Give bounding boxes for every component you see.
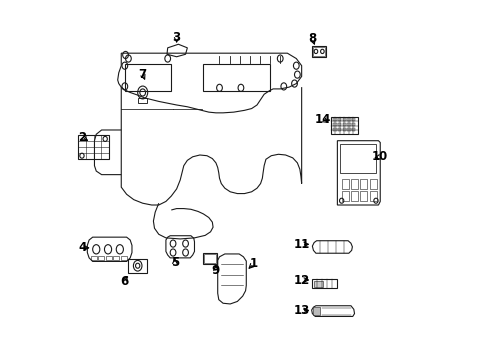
Bar	[98, 256, 104, 260]
Bar	[333, 123, 336, 126]
Text: 2: 2	[78, 131, 86, 144]
Text: 12: 12	[293, 274, 309, 287]
Bar	[313, 281, 322, 287]
Bar	[341, 192, 348, 202]
Bar	[128, 258, 147, 273]
Text: 13: 13	[293, 304, 309, 317]
Bar	[360, 179, 366, 189]
Bar	[350, 192, 357, 202]
Text: 8: 8	[307, 32, 316, 45]
Bar	[351, 123, 354, 126]
Text: 9: 9	[211, 264, 220, 276]
Bar	[91, 256, 97, 260]
Bar	[337, 128, 341, 131]
Bar	[113, 256, 119, 260]
Bar	[342, 123, 345, 126]
Bar	[351, 128, 354, 131]
Bar	[312, 279, 337, 288]
Bar	[121, 256, 126, 260]
Bar	[333, 118, 336, 121]
Bar	[78, 135, 108, 158]
Bar	[369, 179, 376, 189]
Bar	[340, 144, 375, 173]
Text: 6: 6	[121, 275, 129, 288]
Bar	[124, 64, 171, 91]
Bar	[341, 179, 348, 189]
Text: 3: 3	[172, 31, 181, 44]
Bar	[203, 64, 269, 91]
Bar	[333, 128, 336, 131]
Bar	[360, 192, 366, 202]
Text: 1: 1	[249, 257, 257, 270]
Bar	[342, 118, 345, 121]
Bar	[346, 118, 350, 121]
Text: 7: 7	[138, 68, 146, 81]
Bar	[313, 47, 324, 56]
Bar	[330, 117, 357, 134]
Bar	[138, 98, 147, 103]
Text: 10: 10	[371, 150, 387, 163]
Text: 11: 11	[293, 238, 309, 251]
Bar	[350, 179, 357, 189]
Bar	[106, 256, 111, 260]
Bar	[337, 123, 341, 126]
Bar	[337, 118, 341, 121]
Bar	[346, 128, 350, 131]
Text: 14: 14	[314, 113, 330, 126]
Bar	[204, 254, 216, 263]
Text: 5: 5	[170, 256, 179, 269]
Bar	[312, 307, 320, 315]
Bar	[342, 128, 345, 131]
Bar	[346, 123, 350, 126]
Bar	[351, 118, 354, 121]
Bar	[312, 46, 325, 57]
Bar	[203, 253, 217, 264]
Bar	[369, 192, 376, 202]
Text: 4: 4	[79, 241, 87, 255]
